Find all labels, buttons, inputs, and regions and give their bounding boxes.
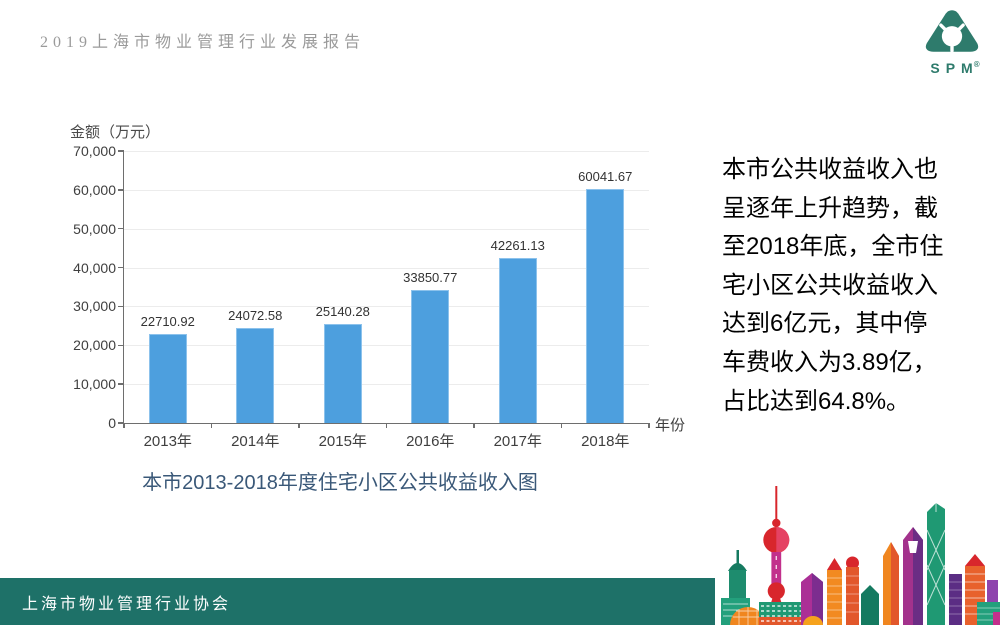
report-title: 2019上海市物业管理行业发展报告 xyxy=(40,34,366,51)
bar-value-label: 60041.67 xyxy=(578,168,633,184)
bar-slot: 25140.28 2015年 xyxy=(299,151,387,450)
x-tick-mark xyxy=(473,423,475,428)
bar xyxy=(498,257,537,423)
footer-organization: 上海市物业管理行业协会 xyxy=(22,595,232,613)
y-tick-mark xyxy=(118,189,124,191)
y-tick-label: 60,000 xyxy=(73,181,116,198)
registered-mark: ® xyxy=(973,60,980,70)
bar-value-label: 33850.77 xyxy=(403,270,458,286)
x-tick-mark xyxy=(298,423,300,428)
y-tick-mark xyxy=(118,383,124,385)
x-category-label: 2015年 xyxy=(318,433,367,450)
gridline xyxy=(124,228,649,230)
x-tick-mark xyxy=(648,423,650,428)
skyline-graphic xyxy=(721,486,1000,625)
bar-slot: 22710.92 2013年 xyxy=(124,151,212,450)
y-tick-mark xyxy=(118,344,124,347)
y-axis-title: 金额（万元） xyxy=(70,124,161,141)
x-tick-mark xyxy=(123,423,125,428)
gridline xyxy=(124,151,649,152)
gridline xyxy=(124,189,649,191)
y-tick-label: 0 xyxy=(108,415,116,431)
x-tick-mark xyxy=(210,423,213,428)
y-tick-label: 20,000 xyxy=(73,337,116,354)
spm-logo-label: SPM xyxy=(930,60,979,76)
spm-triangle-icon xyxy=(925,10,979,53)
bar-value-label: 25140.28 xyxy=(315,304,370,320)
y-tick-label: 30,000 xyxy=(73,298,116,315)
x-category-label: 2014年 xyxy=(231,433,280,450)
y-tick-mark xyxy=(118,227,124,230)
bar xyxy=(148,333,187,423)
bar xyxy=(236,328,275,423)
y-tick-label: 50,000 xyxy=(73,220,116,237)
x-category-label: 2016年 xyxy=(406,433,455,450)
plot-area: 0 10,000 20,000 30,000 40,000 50,000 60,000 70,… xyxy=(73,143,650,450)
y-tick-label: 70,000 xyxy=(73,143,116,159)
x-axis-title: 年份 xyxy=(655,417,686,434)
y-tick-label: 40,000 xyxy=(73,259,116,276)
y-tick-mark xyxy=(118,422,124,424)
gridline xyxy=(124,306,649,308)
y-tick-mark xyxy=(118,266,124,269)
bar-slot: 24072.58 2014年 xyxy=(212,151,300,450)
bar-slot: 60041.67 2018年 xyxy=(562,151,650,450)
x-tick-mark xyxy=(560,423,563,428)
x-tick-mark xyxy=(385,423,388,428)
gridline xyxy=(124,345,649,347)
y-tick-mark xyxy=(118,305,124,308)
shanghai-skyline-illustration xyxy=(715,470,1000,625)
commentary-text: 本市公共收益收入也 呈逐年上升趋势，截 至2018年底，全市住 宅小区公共收益收… xyxy=(722,156,944,415)
y-tick-mark xyxy=(118,150,124,152)
gridline xyxy=(124,384,649,386)
bar xyxy=(411,290,450,423)
bar-value-label: 24072.58 xyxy=(228,308,283,324)
spm-logo: SPM® xyxy=(916,8,988,76)
bar-value-label: 22710.92 xyxy=(140,313,195,329)
spm-logo-text: SPM® xyxy=(916,60,988,76)
bar-value-label: 42261.13 xyxy=(490,237,545,253)
bar xyxy=(586,188,625,423)
gridline xyxy=(124,267,649,269)
x-category-label: 2018年 xyxy=(581,433,630,450)
bar xyxy=(323,324,362,423)
chart-caption: 本市2013-2018年度住宅小区公共收益收入图 xyxy=(142,472,538,494)
bar-slot: 33850.77 2016年 xyxy=(387,151,475,450)
bar-slot: 42261.13 2017年 xyxy=(474,151,562,450)
x-category-label: 2017年 xyxy=(493,433,542,450)
y-tick-label: 10,000 xyxy=(73,376,116,393)
x-category-label: 2013年 xyxy=(143,433,192,450)
